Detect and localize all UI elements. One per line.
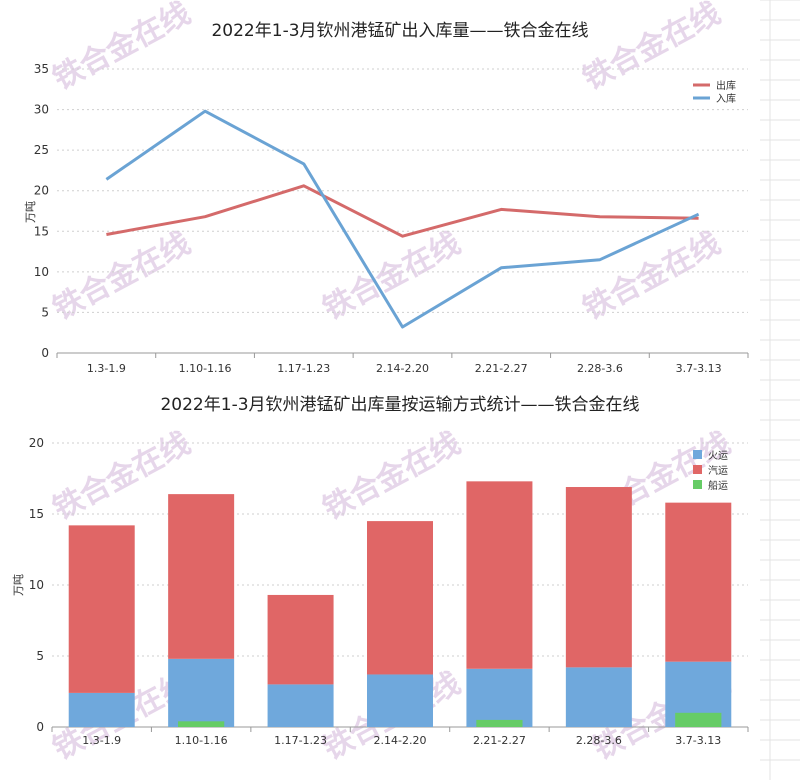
bars (68, 481, 732, 727)
y-tick-label: 20 (29, 436, 44, 450)
legend-label: 入库 (716, 92, 736, 105)
x-tick-label: 1.3-1.9 (87, 362, 126, 375)
y-tick-label: 5 (41, 305, 49, 319)
bar-road (565, 487, 632, 668)
bar-road (466, 481, 533, 669)
bar-road (267, 594, 334, 685)
bar-ship (178, 721, 225, 727)
y-tick-label: 0 (36, 720, 44, 734)
y-tick-label: 15 (34, 224, 49, 238)
y-tick-label: 30 (34, 103, 49, 117)
bar-road (367, 521, 433, 675)
series-line-inbound (105, 109, 700, 329)
x-tick-label: 3.7-3.13 (675, 734, 721, 747)
watermark-text: 铁合金在线 (317, 426, 466, 527)
legend-label: 火运 (708, 450, 728, 462)
gridlines (52, 442, 748, 657)
y-tick-label: 25 (34, 143, 49, 157)
y-tick-label: 0 (41, 346, 49, 360)
gridlines (57, 68, 748, 313)
x-tick-label: 1.17-1.23 (277, 362, 330, 375)
legend-label: 汽运 (708, 464, 728, 477)
y-tick-label: 20 (34, 184, 49, 198)
legend-swatch (693, 465, 702, 474)
x-axis: 1.3-1.9 1.10-1.16 1.17-1.23 2.14-2.20 2.21-2… (51, 726, 749, 747)
series-line-outbound (106, 184, 699, 238)
bar-road (665, 502, 732, 662)
legend-label: 船运 (708, 479, 728, 492)
bar-ship (476, 719, 523, 727)
chart-title: 2022年1-3月钦州港锰矿出库量按运输方式统计——铁合金在线 (160, 395, 639, 415)
bar-rail (168, 658, 235, 727)
bar-rail (466, 668, 533, 727)
y-axis-label: 万吨 (12, 574, 25, 596)
legend-swatch (693, 480, 702, 489)
bar-road (68, 525, 135, 693)
x-tick-label: 2.14-2.20 (376, 362, 429, 375)
x-tick-label: 1.3-1.9 (82, 734, 121, 747)
y-tick-label: 10 (29, 578, 44, 592)
x-tick-label: 2.21-2.27 (473, 734, 526, 747)
y-axis: 0 5 10 15 20 (29, 436, 44, 734)
legend-swatch (693, 450, 702, 459)
x-axis: 1.3-1.9 1.10-1.16 1.17-1.23 2.14-2.20 2.21-2… (56, 352, 749, 375)
bar-rail (367, 674, 433, 727)
bar-rail (68, 692, 135, 727)
bar-ship (675, 712, 722, 727)
x-tick-label: 2.14-2.20 (374, 734, 427, 747)
y-tick-label: 15 (29, 507, 44, 521)
x-tick-label: 2.28-3.6 (577, 362, 623, 375)
inbound-outbound-line-chart: 2022年1-3月钦州港锰矿出入库量——铁合金在线 万吨 铁合金在线 铁合金在线铁… (24, 0, 749, 375)
x-tick-label: 2.21-2.27 (475, 362, 528, 375)
x-tick-label: 2.28-3.6 (576, 734, 622, 747)
x-tick-label: 1.10-1.16 (179, 362, 232, 375)
x-tick-label: 1.17-1.23 (274, 734, 327, 747)
y-axis: 0 5 10 15 20 25 30 35 (34, 62, 49, 360)
bar-rail (267, 684, 334, 727)
y-tick-label: 5 (36, 649, 44, 663)
y-tick-label: 35 (34, 62, 49, 76)
bar-road (168, 494, 235, 659)
x-tick-label: 1.10-1.16 (175, 734, 228, 747)
bar-rail (565, 667, 632, 727)
series-lines (105, 109, 700, 329)
legend-label: 出库 (716, 79, 736, 92)
y-tick-label: 10 (34, 265, 49, 279)
x-tick-label: 3.7-3.13 (676, 362, 722, 375)
chart-title: 2022年1-3月钦州港锰矿出入库量——铁合金在线 (211, 21, 588, 41)
y-axis-label: 万吨 (24, 201, 37, 223)
